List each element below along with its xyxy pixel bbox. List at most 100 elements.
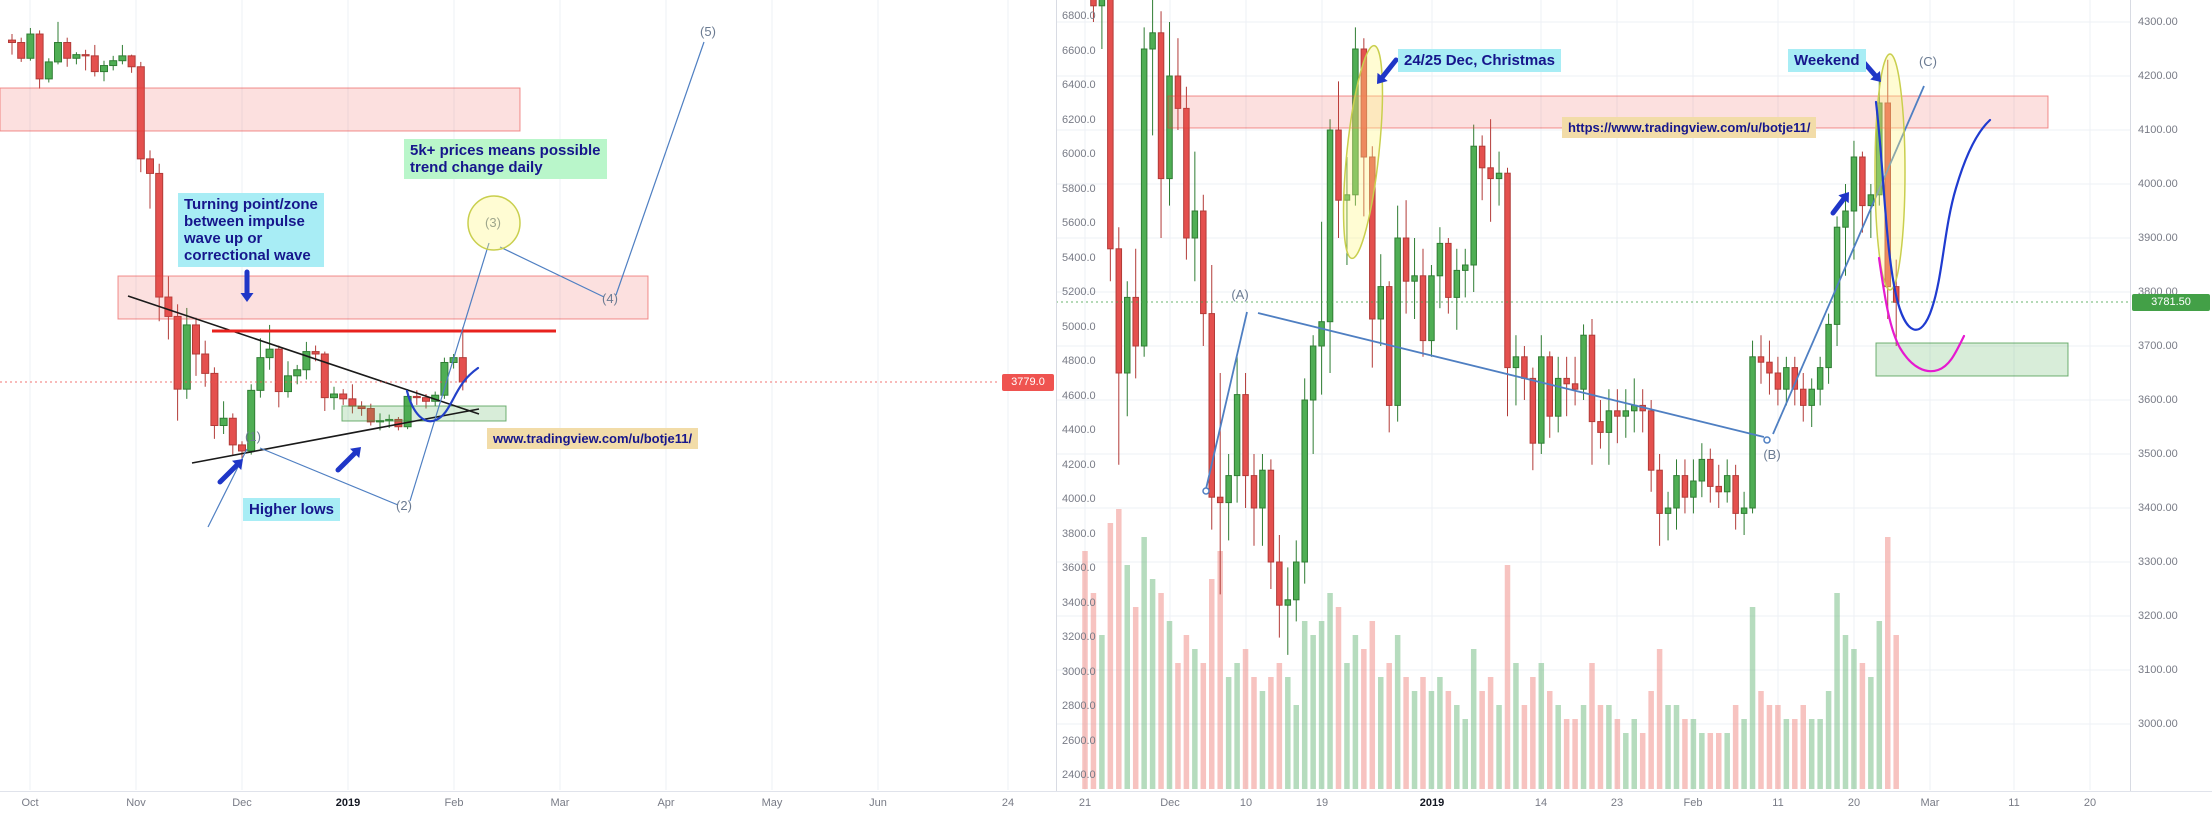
- note-trend-change[interactable]: 5k+ prices means possible trend change d…: [404, 139, 607, 179]
- note-turning-point[interactable]: Turning point/zone between impulse wave …: [178, 193, 324, 267]
- wave-label[interactable]: (B): [1763, 447, 1780, 462]
- time-axis-label: 14: [1534, 797, 1548, 809]
- blue-arrow-head: [232, 459, 243, 470]
- left-axis-label: 2800.0: [1062, 700, 1096, 712]
- left-axis-label: 3800.0: [1062, 527, 1096, 540]
- right-daily-chart-candles: [1090, 0, 1900, 655]
- highlight-ellipse[interactable]: [467, 195, 521, 251]
- time-axis-label: Nov: [126, 797, 146, 809]
- blue-arrow-head: [1870, 70, 1881, 82]
- blue-arrow[interactable]: [335, 450, 358, 473]
- time-axis-label: 19: [1315, 797, 1329, 809]
- blue-arrow[interactable]: [1830, 196, 1847, 216]
- wave-label[interactable]: (C): [1919, 54, 1937, 69]
- wave-line[interactable]: [615, 41, 705, 296]
- wave-label[interactable]: (3): [485, 215, 501, 230]
- note-watermark-right[interactable]: https://www.tradingview.com/u/botje11/: [1562, 117, 1817, 138]
- blue-arrow-head: [240, 293, 254, 302]
- note-higher-lows[interactable]: Higher lows: [243, 498, 341, 521]
- right-axis-label: 3700.00: [2138, 340, 2178, 352]
- right-axis-label: 3600.00: [2138, 394, 2178, 406]
- left-axis-label: 3600.0: [1062, 562, 1096, 574]
- wave-line[interactable]: [1205, 311, 1248, 490]
- trend-line[interactable]: [191, 408, 480, 464]
- wave-label[interactable]: (A): [1231, 287, 1248, 302]
- projection-curve[interactable]: [405, 366, 480, 423]
- blue-arrow-head: [350, 447, 361, 458]
- right-last-price-badge: 3781.50: [2132, 294, 2210, 311]
- right-axis-label: 4200.00: [2138, 70, 2178, 82]
- red-price-zone[interactable]: [0, 87, 521, 132]
- left-axis-label: 4800.0: [1062, 355, 1096, 367]
- volume-bars: [1082, 509, 1899, 789]
- blue-arrow-head: [1377, 72, 1388, 84]
- wave-label[interactable]: (4): [602, 291, 618, 306]
- right-axis-label: 3000.00: [2138, 718, 2178, 730]
- left-axis-label: 6200.0: [1062, 113, 1096, 126]
- right-axis-label: 4100.00: [2138, 124, 2178, 136]
- price-axis-separator: [2130, 0, 2131, 791]
- wave-line[interactable]: [259, 447, 399, 506]
- time-axis-label: Dec: [232, 797, 252, 809]
- trend-line[interactable]: [127, 295, 480, 415]
- pane-divider[interactable]: [1056, 0, 1057, 791]
- left-axis-label: 4200.0: [1062, 458, 1096, 471]
- left-multiday-chart-grid: [29, 0, 1009, 790]
- time-axis-label: 10: [1239, 797, 1253, 809]
- left-axis-label: 6400.0: [1062, 79, 1096, 91]
- time-axis-label: Oct: [21, 797, 39, 809]
- projection-curve[interactable]: [1877, 256, 1966, 373]
- right-axis-label: 3500.00: [2138, 448, 2178, 460]
- time-axis-label: Dec: [1160, 797, 1180, 809]
- time-axis-label: 2019: [1419, 797, 1445, 809]
- time-axis-label: 24: [1001, 797, 1015, 809]
- right-axis-label: 4300.00: [2138, 16, 2178, 28]
- time-axis-label: Feb: [444, 797, 464, 809]
- right-axis-label: 3100.00: [2138, 664, 2178, 676]
- wave-label[interactable]: (1): [245, 429, 261, 444]
- time-axis-label: 20: [2083, 797, 2097, 809]
- blue-arrow[interactable]: [1380, 57, 1399, 80]
- wave-line[interactable]: [1257, 312, 1765, 438]
- time-axis-label: 2019: [335, 797, 361, 809]
- right-axis-label: 4000.00: [2138, 178, 2178, 190]
- right-axis-label: 3900.00: [2138, 232, 2178, 244]
- right-axis-label: 3200.00: [2138, 610, 2178, 622]
- projection-curve[interactable]: [1874, 100, 1992, 331]
- wave-pivot-marker[interactable]: [1763, 436, 1771, 444]
- blue-arrow[interactable]: [217, 462, 240, 485]
- wave-label[interactable]: (2): [396, 498, 412, 513]
- time-axis-label: Jun: [869, 797, 887, 809]
- time-axis-label: 23: [1610, 797, 1624, 809]
- left-last-price-badge: 3779.0: [1002, 374, 1054, 391]
- left-axis-label: 3200.0: [1062, 631, 1096, 643]
- wave-pivot-marker[interactable]: [1202, 487, 1210, 495]
- left-axis-label: 2600.0: [1062, 734, 1096, 747]
- wave-line[interactable]: [1772, 85, 1925, 435]
- note-watermark-left[interactable]: www.tradingview.com/u/botje11/: [487, 428, 699, 449]
- left-axis-label: 5600.0: [1062, 217, 1096, 229]
- left-multiday-chart-candles: [8, 21, 467, 462]
- green-price-zone[interactable]: [1875, 342, 2069, 377]
- wave-line[interactable]: [409, 242, 490, 502]
- time-axis-label: 11: [1772, 797, 1784, 809]
- time-axis-label: 11: [2008, 797, 2020, 809]
- wave-line[interactable]: [499, 246, 605, 298]
- highlight-ellipse[interactable]: [1336, 44, 1390, 260]
- time-axis-label: Apr: [657, 797, 675, 809]
- note-christmas[interactable]: 24/25 Dec, Christmas: [1398, 49, 1561, 72]
- left-axis-label: 5000.0: [1062, 320, 1096, 333]
- note-weekend[interactable]: Weekend: [1788, 49, 1866, 72]
- highlight-ellipse[interactable]: [1874, 53, 1906, 291]
- left-axis-label: 6800.0: [1062, 10, 1096, 22]
- left-axis-label: 3400.0: [1062, 596, 1096, 609]
- left-axis-label: 3000.0: [1062, 665, 1096, 678]
- wave-label[interactable]: (5): [700, 24, 716, 39]
- left-axis-label: 6600.0: [1062, 44, 1096, 57]
- left-axis-label: 2400.0: [1062, 769, 1096, 781]
- left-axis-label: 4600.0: [1062, 389, 1096, 402]
- red-price-zone[interactable]: [117, 275, 649, 320]
- time-axis[interactable]: Oct Nov Dec 2019 Feb Mar Apr May Jun 24 21 Dec 10 19 2…: [0, 791, 2212, 818]
